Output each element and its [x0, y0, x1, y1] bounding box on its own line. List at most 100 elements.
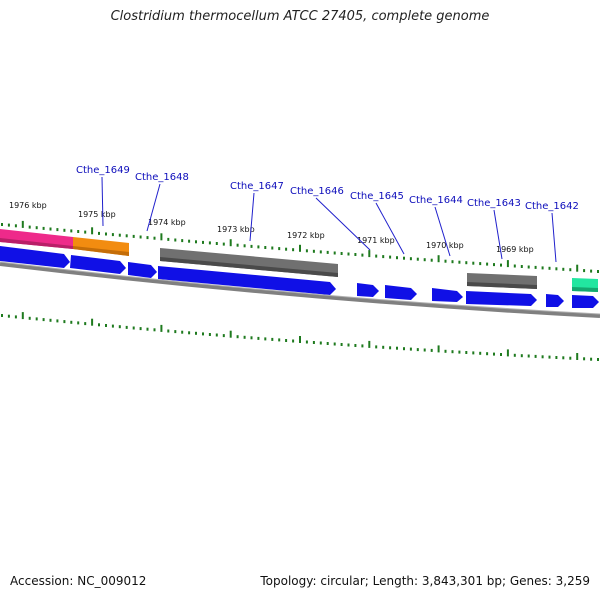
cds-arrow[interactable]: [357, 283, 379, 297]
minor-tick: [500, 263, 502, 267]
cds-arrow[interactable]: [70, 255, 126, 274]
genome-backbone-highlight: [0, 261, 600, 315]
minor-tick: [458, 350, 461, 354]
minor-tick: [222, 334, 225, 338]
cds-arrow[interactable]: [572, 295, 599, 308]
minor-tick: [257, 336, 260, 340]
minor-tick: [340, 343, 343, 346]
minor-tick: [326, 342, 329, 345]
kbp-label: 1973 kbp: [217, 225, 255, 234]
cds-track: [0, 246, 599, 308]
minor-tick: [534, 265, 537, 269]
minor-tick: [153, 328, 156, 332]
gene-label-cthe-1648[interactable]: Cthe_1648: [135, 172, 189, 183]
cds-arrow[interactable]: [546, 294, 564, 307]
major-tick: [229, 330, 232, 338]
minor-tick: [181, 239, 184, 243]
minor-tick: [569, 268, 572, 272]
major-tick: [368, 250, 371, 258]
minor-tick: [465, 261, 468, 265]
minor-tick: [486, 352, 489, 356]
minor-tick: [326, 250, 329, 254]
cds-arrow[interactable]: [432, 288, 463, 302]
minor-tick: [361, 344, 364, 348]
minor-tick: [285, 339, 288, 342]
minor-tick: [125, 234, 128, 238]
cds-arrow[interactable]: [466, 291, 537, 306]
minor-tick: [250, 244, 253, 248]
minor-tick: [590, 357, 593, 361]
major-tick: [506, 260, 509, 268]
minor-tick: [382, 255, 385, 259]
minor-tick: [340, 252, 343, 255]
major-tick: [299, 244, 301, 252]
major-tick: [437, 255, 440, 263]
minor-tick: [534, 354, 537, 358]
minor-tick: [139, 327, 142, 331]
minor-tick: [548, 266, 551, 270]
kbp-label-group: 1976 kbp 1975 kbp 1974 kbp 1973 kbp 1972…: [9, 201, 534, 254]
minor-tick: [1, 223, 3, 226]
gene-label-cthe-1644[interactable]: Cthe_1644: [409, 195, 463, 206]
cds-arrow[interactable]: [0, 246, 70, 268]
minor-tick: [250, 336, 253, 340]
minor-tick: [333, 251, 336, 255]
gene-label-cthe-1643[interactable]: Cthe_1643: [467, 198, 521, 209]
cds-arrow[interactable]: [385, 285, 417, 300]
minor-tick: [153, 236, 156, 240]
minor-tick: [527, 354, 530, 358]
cds-arrow[interactable]: [158, 266, 336, 295]
minor-tick: [451, 350, 454, 354]
minor-tick: [583, 269, 586, 273]
leader-line: [493, 209, 503, 260]
minor-tick: [132, 234, 135, 238]
major-tick: [21, 312, 24, 320]
map-title: Clostridium thermocellum ATCC 27405, com…: [110, 9, 490, 24]
minor-tick: [361, 253, 364, 257]
minor-tick: [562, 267, 565, 271]
minor-tick: [513, 264, 516, 268]
gene-label-cthe-1642[interactable]: Cthe_1642: [525, 201, 579, 212]
minor-tick: [389, 255, 392, 259]
minor-tick: [555, 267, 558, 271]
kbp-label: 1974 kbp: [148, 218, 186, 227]
leader-line: [146, 183, 161, 232]
gene-label-cthe-1645[interactable]: Cthe_1645: [350, 191, 404, 202]
minor-tick: [84, 322, 87, 326]
minor-tick: [49, 318, 52, 322]
minor-tick: [14, 224, 17, 228]
minor-tick: [416, 348, 419, 352]
minor-tick: [105, 324, 107, 327]
minor-tick: [70, 229, 73, 233]
minor-tick: [319, 341, 322, 345]
minor-tick: [409, 347, 412, 351]
kbp-label: 1976 kbp: [9, 201, 47, 210]
cds-arrow[interactable]: [128, 262, 157, 278]
minor-tick: [444, 259, 447, 263]
minor-tick: [63, 320, 66, 324]
gene-label-cthe-1647[interactable]: Cthe_1647: [230, 181, 284, 192]
minor-tick: [486, 262, 489, 266]
minor-tick: [264, 337, 267, 341]
gene-label-cthe-1649[interactable]: Cthe_1649: [76, 165, 130, 176]
minor-tick: [98, 231, 100, 235]
minor-tick: [403, 347, 405, 351]
major-tick: [299, 336, 301, 343]
minor-tick: [597, 270, 599, 273]
minor-tick: [396, 346, 398, 350]
leader-lines: [101, 176, 557, 263]
feature-orange-shadow: [73, 246, 129, 256]
minor-tick: [1, 314, 3, 317]
minor-tick: [520, 265, 523, 268]
minor-tick: [215, 333, 218, 337]
minor-tick: [84, 230, 87, 234]
minor-tick: [278, 247, 281, 251]
minor-tick: [278, 338, 281, 342]
minor-tick: [430, 258, 433, 262]
minor-tick: [479, 262, 482, 266]
minor-tick: [264, 246, 267, 249]
upper-tick-row: [1, 220, 599, 273]
gene-label-cthe-1646[interactable]: Cthe_1646: [290, 186, 344, 197]
feature-gray-1647-shadow: [160, 257, 338, 277]
